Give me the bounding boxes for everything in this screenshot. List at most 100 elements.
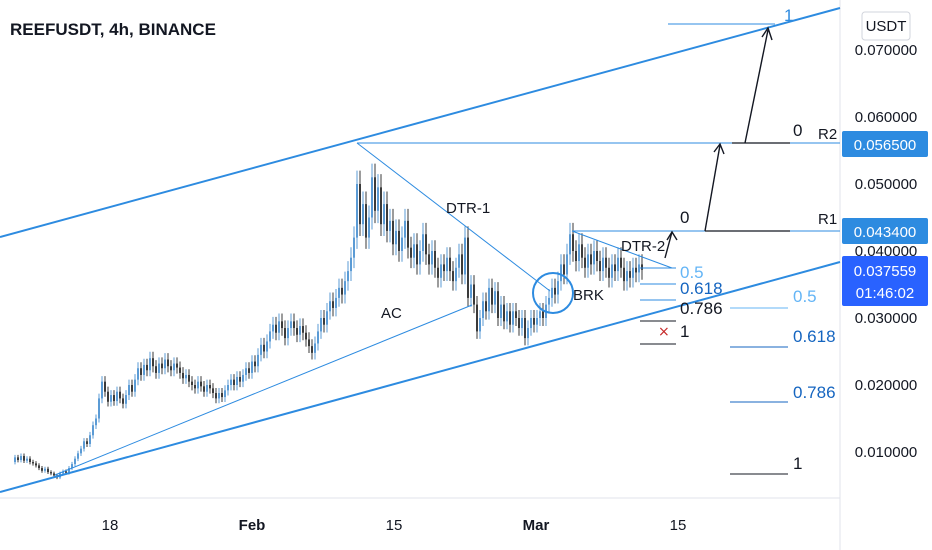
candle-body [14,457,16,463]
candle-body [374,177,376,211]
candle-body [515,311,517,318]
candle-body [563,264,565,275]
candle-body [398,230,400,251]
candle-body [587,254,589,268]
candle-body [422,234,424,251]
candle-body [140,368,142,375]
candle-body [620,257,622,268]
candle-body [242,374,244,382]
candle-body [623,267,625,282]
candle-body [233,379,235,385]
candle-body [83,441,85,449]
candle-body [557,281,559,295]
candle-body [485,301,487,312]
candle-body [41,468,43,471]
candle-body [212,388,214,394]
candle-body [560,264,562,282]
fib-small-0618: 0.618 [680,279,723,298]
candle-body [434,251,436,268]
candle-body [467,237,469,298]
candle-body [170,366,172,371]
candle-body [389,220,391,231]
candle-body [269,331,271,342]
candle-body [17,457,19,461]
candle-body [590,254,592,265]
breakout-circle [532,272,574,314]
candle-body [161,363,163,369]
candle-body [317,331,319,344]
fib-large-1: 1 [793,454,802,473]
candle-body [26,458,28,461]
candle-body [344,281,346,295]
candle-body [245,368,247,375]
candle-body [23,456,25,461]
candle-body [353,237,355,258]
channel-lower-line[interactable] [0,261,841,493]
brk-label: BRK [573,287,604,304]
candle-body [68,468,70,473]
candle-body [431,251,433,265]
candle-body [77,453,79,459]
candle-body [503,304,505,322]
dtr2-line[interactable] [571,230,673,269]
candle-body [614,264,616,272]
candle-body [566,254,568,275]
candle-body [272,324,274,332]
candle-body [635,267,637,273]
candle-body [146,364,148,371]
candle-body [386,204,388,231]
y-tick-label: 0.010000 [855,444,918,461]
r1-price-value: 0.043400 [854,224,917,241]
candle-body [50,472,52,474]
candle-body [584,257,586,268]
candle-body [413,244,415,258]
candle-body [323,318,325,325]
candle-body [362,204,364,225]
candle-body [290,321,292,329]
candle-body [287,328,289,339]
candle-body [206,385,208,392]
channel-upper-line[interactable] [0,7,841,238]
dtr1-label: DTR-1 [446,200,490,217]
currency-badge[interactable] [861,11,911,41]
candle-body [191,381,193,385]
candle-body [119,391,121,399]
candle-body [158,363,160,373]
dtr1-line[interactable] [356,142,551,292]
candle-body [224,390,226,398]
candle-body [53,473,55,476]
candle-body [173,363,175,371]
candle-body [542,311,544,318]
candle-body [569,234,571,255]
candle-body [461,254,463,275]
candle-body [383,204,385,225]
candle-body [407,220,409,248]
candle-body [149,358,151,371]
candle-body [377,187,379,211]
candle-body [260,344,262,355]
candle-body [44,468,46,471]
candle-body [293,321,295,329]
candle-body [452,271,454,282]
projection-arrows [664,26,773,259]
fib-large: 0.5 0.618 0.786 1 [730,287,836,475]
fib-large-0618: 0.618 [793,327,836,346]
candle-body [218,393,220,399]
candle-body [203,386,205,392]
candle-body [506,311,508,322]
candle-body [176,363,178,368]
candle-body [251,361,253,373]
candle-body [38,465,40,469]
chart-title: REEFUSDT, 4h, BINANCE [10,20,216,39]
r2-price-value: 0.056500 [854,137,917,154]
candle-body [524,318,526,339]
candle-body [626,271,628,282]
candle-body [95,418,97,426]
candle-body [107,391,109,402]
ac-support-line[interactable] [54,304,473,476]
zero-r2-label: 0 [793,121,802,140]
candle-body [638,264,640,273]
remove-marker-icon[interactable]: × [658,324,670,340]
candle-body [605,257,607,268]
